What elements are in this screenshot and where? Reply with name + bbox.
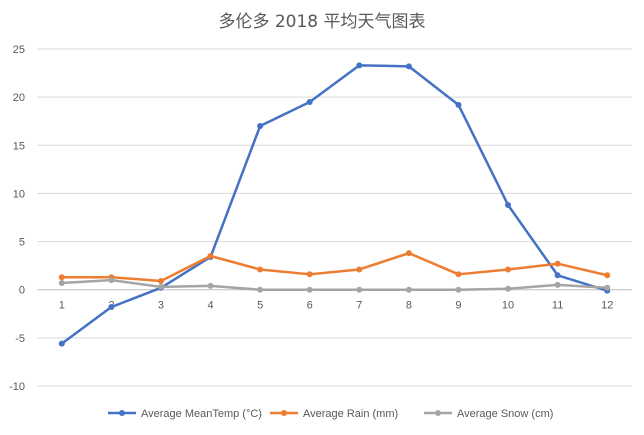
x-tick-label: 3 xyxy=(158,300,164,312)
data-point xyxy=(257,123,264,130)
data-point xyxy=(405,63,412,70)
y-axis-tick-labels: 25 20 15 10 5 0 -5 -10 xyxy=(9,44,25,393)
legend-label: Average MeanTemp (°C) xyxy=(141,408,262,420)
x-tick-label: 7 xyxy=(356,300,362,312)
x-tick-label: 12 xyxy=(601,300,613,312)
series-line xyxy=(60,251,609,283)
y-tick-label: 5 xyxy=(19,237,25,249)
legend-label: Average Snow (cm) xyxy=(457,408,553,420)
chart-title: 多伦多 2018 平均天气图表 xyxy=(218,12,425,32)
legend: Average MeanTemp (°C) Average Rain (mm) Av… xyxy=(108,408,553,420)
data-point xyxy=(108,277,115,284)
data-point xyxy=(257,266,264,273)
legend-dot-marker xyxy=(119,410,125,416)
data-point xyxy=(405,286,412,293)
data-point xyxy=(306,98,313,105)
series-1 xyxy=(58,62,611,347)
data-point xyxy=(207,253,214,260)
x-tick-label: 4 xyxy=(207,300,213,312)
x-tick-label: 9 xyxy=(455,300,461,312)
data-point xyxy=(207,282,214,289)
data-point xyxy=(455,101,462,108)
data-point xyxy=(505,266,512,273)
legend-label: Average Rain (mm) xyxy=(303,408,398,420)
legend-item: Average Rain (mm) xyxy=(270,408,398,420)
series-2 xyxy=(58,250,611,285)
x-tick-label: 5 xyxy=(257,300,263,312)
data-point xyxy=(455,271,462,278)
series-lines xyxy=(58,62,611,347)
data-point xyxy=(505,285,512,292)
data-point xyxy=(554,281,561,288)
data-point xyxy=(157,278,164,285)
y-tick-label: 20 xyxy=(13,92,25,104)
legend-dot-marker xyxy=(281,410,287,416)
legend-dot-marker xyxy=(435,410,441,416)
x-tick-label: 6 xyxy=(307,300,313,312)
data-point xyxy=(356,286,363,293)
x-tick-label: 11 xyxy=(552,300,563,312)
data-point xyxy=(604,272,611,279)
gridlines xyxy=(37,48,632,387)
data-point xyxy=(505,201,512,208)
series-line xyxy=(60,278,609,291)
data-point xyxy=(554,260,561,267)
legend-item: Average MeanTemp (°C) xyxy=(108,408,262,420)
data-point xyxy=(356,62,363,69)
data-point xyxy=(58,340,65,347)
y-tick-label: 15 xyxy=(13,140,25,152)
data-point xyxy=(405,250,412,257)
legend-item: Average Snow (cm) xyxy=(424,408,553,420)
data-point xyxy=(554,272,561,279)
y-tick-label: 25 xyxy=(13,44,25,56)
data-point xyxy=(257,286,264,293)
y-tick-label: -10 xyxy=(9,381,25,393)
x-axis-tick-labels: 123456789101112 xyxy=(59,300,614,312)
x-tick-label: 1 xyxy=(59,300,65,312)
y-tick-label: 0 xyxy=(19,285,25,297)
data-point xyxy=(108,304,115,311)
data-point xyxy=(306,286,313,293)
data-point xyxy=(604,284,611,291)
data-point xyxy=(455,286,462,293)
x-tick-label: 8 xyxy=(406,300,412,312)
y-tick-label: 10 xyxy=(13,188,25,200)
data-point xyxy=(356,266,363,273)
x-tick-label: 10 xyxy=(502,300,514,312)
data-point xyxy=(58,274,65,281)
data-point xyxy=(157,283,164,290)
data-point xyxy=(58,279,65,286)
y-tick-label: -5 xyxy=(15,333,25,345)
data-point xyxy=(306,271,313,278)
series-line xyxy=(60,64,609,345)
series-3 xyxy=(58,277,611,293)
